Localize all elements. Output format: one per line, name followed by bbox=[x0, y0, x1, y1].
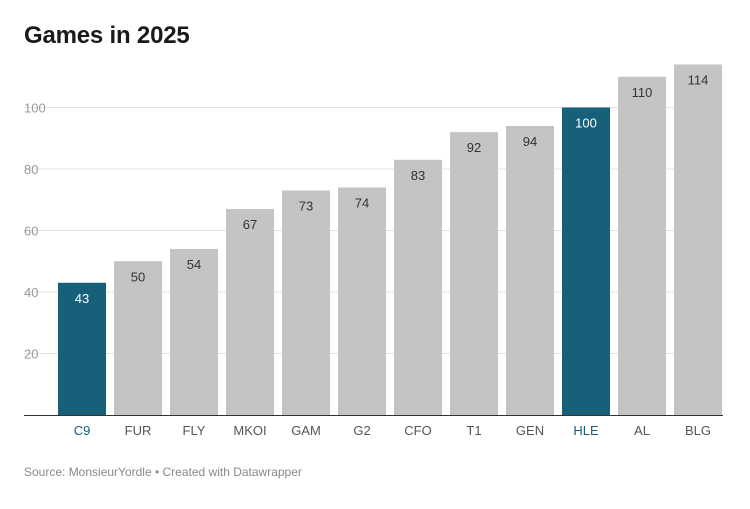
x-tick-label-mkoi: MKOI bbox=[233, 423, 266, 438]
bar-fur bbox=[114, 261, 162, 415]
x-tick-label-fly: FLY bbox=[183, 423, 206, 438]
value-label-hle: 100 bbox=[575, 116, 597, 131]
value-label-blg: 114 bbox=[688, 72, 709, 87]
x-tick-label-gen: GEN bbox=[516, 423, 544, 438]
value-label-gam: 73 bbox=[299, 199, 313, 214]
x-tick-label-fur: FUR bbox=[125, 423, 152, 438]
y-tick-label: 100 bbox=[24, 101, 46, 116]
y-axis-ticks: 20 40 60 80 100 bbox=[24, 101, 46, 362]
x-tick-label-t1: T1 bbox=[466, 423, 481, 438]
value-label-t1: 92 bbox=[467, 140, 481, 155]
value-label-gen: 94 bbox=[523, 134, 537, 149]
x-tick-label-c9: C9 bbox=[74, 423, 91, 438]
source-note: Source: MonsieurYordle • Created with Da… bbox=[24, 465, 302, 479]
value-label-cfo: 83 bbox=[411, 168, 425, 183]
y-tick-label: 20 bbox=[24, 347, 38, 362]
y-tick-label: 60 bbox=[24, 224, 38, 239]
bar-cfo bbox=[394, 159, 442, 415]
x-tick-label-gam: GAM bbox=[291, 423, 321, 438]
x-tick-label-blg: BLG bbox=[685, 423, 711, 438]
bars bbox=[58, 64, 722, 415]
bar-hle bbox=[562, 107, 610, 415]
value-label-al: 110 bbox=[632, 85, 653, 100]
bar-c9 bbox=[58, 282, 106, 415]
bar-t1 bbox=[450, 132, 498, 415]
chart-title: Games in 2025 bbox=[24, 22, 190, 49]
value-label-c9: 43 bbox=[75, 291, 89, 306]
x-tick-label-al: AL bbox=[634, 423, 650, 438]
value-label-g2: 74 bbox=[355, 195, 369, 210]
x-tick-label-g2: G2 bbox=[353, 423, 370, 438]
value-label-fur: 50 bbox=[131, 269, 145, 284]
bar-g2 bbox=[338, 187, 386, 415]
x-axis-ticks: C9 FUR FLY MKOI GAM G2 CFO T1 GEN HLE AL BLG bbox=[74, 423, 711, 438]
bar-fly bbox=[170, 248, 218, 415]
bar-mkoi bbox=[226, 208, 274, 415]
x-tick-label-hle: HLE bbox=[573, 423, 599, 438]
bar-gen bbox=[506, 125, 554, 415]
value-label-mkoi: 67 bbox=[243, 217, 257, 232]
bar-value-labels: 43 50 54 67 73 74 83 92 94 100 110 114 bbox=[75, 72, 709, 305]
bar-al bbox=[618, 76, 666, 415]
bar-gam bbox=[282, 190, 330, 415]
x-tick-label-cfo: CFO bbox=[404, 423, 431, 438]
y-tick-label: 80 bbox=[24, 162, 38, 177]
value-label-fly: 54 bbox=[187, 257, 201, 272]
y-tick-label: 40 bbox=[24, 285, 38, 300]
bar-blg bbox=[674, 64, 722, 415]
